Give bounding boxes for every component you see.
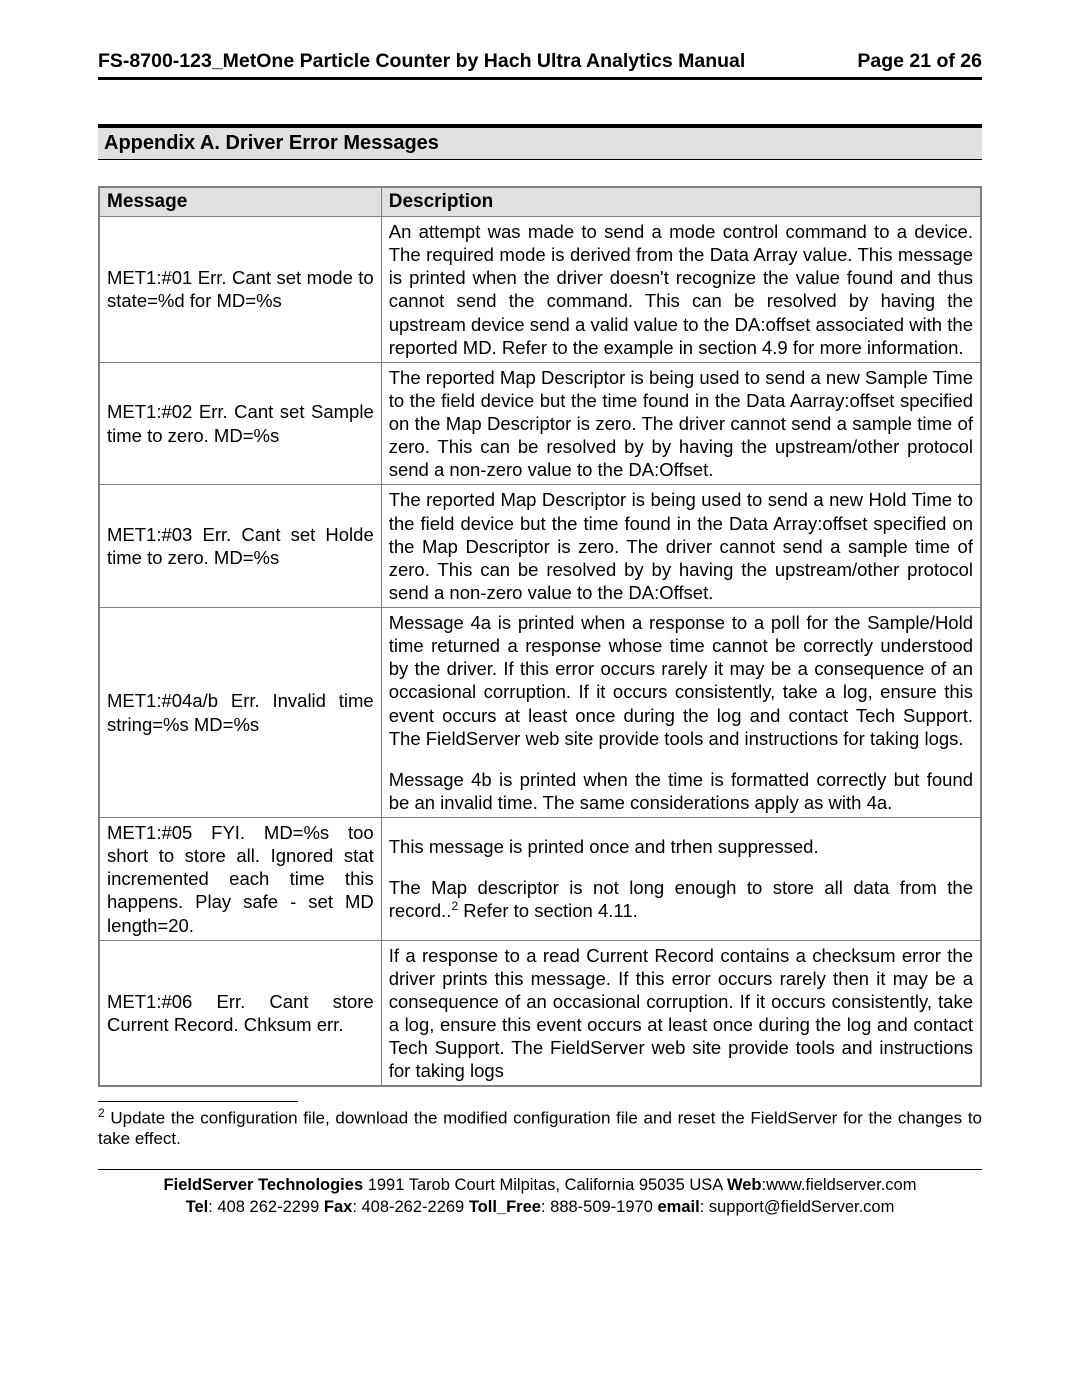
footer-web-value: :www.fieldserver.com [761,1176,916,1194]
paragraph-gap [389,858,973,876]
table-row: MET1:#06 Err. Cant store Current Record.… [99,940,981,1086]
footnote-separator [98,1101,298,1102]
page-footer: FieldServer Technologies 1991 Tarob Cour… [98,1174,982,1219]
page-header: FS-8700-123_MetOne Particle Counter by H… [98,50,982,80]
footer-email-label: email [657,1198,699,1216]
col-header-message: Message [99,187,381,217]
footer-tel-label: Tel [186,1198,209,1216]
table-row: MET1:#05 FYI. MD=%s too short to store a… [99,818,981,941]
cell-description: The reported Map Descriptor is being use… [381,362,981,485]
desc-paragraph: This message is printed once and trhen s… [389,836,819,857]
footer-tel-value: : 408 262-2299 [208,1198,324,1216]
footnote-marker: 2 [98,1106,105,1120]
cell-description: Message 4a is printed when a response to… [381,608,981,818]
footer-fax-value: : 408-262-2269 [352,1198,469,1216]
footer-toll-value: : 888-509-1970 [541,1198,658,1216]
footnote-text: 2 Update the configuration file, downloa… [98,1106,982,1149]
table-row: MET1:#04a/b Err. Invalid time string=%s … [99,608,981,818]
cell-message: MET1:#03 Err. Cant set Holde time to zer… [99,485,381,608]
footer-fax-label: Fax [324,1198,352,1216]
header-title: FS-8700-123_MetOne Particle Counter by H… [98,50,745,73]
footer-line-1: FieldServer Technologies 1991 Tarob Cour… [98,1174,982,1196]
cell-description: The reported Map Descriptor is being use… [381,485,981,608]
desc-paragraph: Message 4b is printed when the time is f… [389,769,973,813]
footer-company: FieldServer Technologies [164,1176,364,1194]
desc-paragraph: Message 4a is printed when a response to… [389,612,973,749]
cell-message: MET1:#05 FYI. MD=%s too short to store a… [99,818,381,941]
cell-message: MET1:#01 Err. Cant set mode to state=%d … [99,217,381,363]
section-heading-bar: Appendix A. Driver Error Messages [98,124,982,160]
footer-toll-label: Toll_Free [469,1198,541,1216]
header-page-number: Page 21 of 26 [857,50,982,73]
cell-message: MET1:#02 Err. Cant set Sample time to ze… [99,362,381,485]
cell-description: If a response to a read Current Record c… [381,940,981,1086]
cell-message: MET1:#06 Err. Cant store Current Record.… [99,940,381,1086]
footer-separator [98,1169,982,1170]
cell-description: An attempt was made to send a mode contr… [381,217,981,363]
table-header-row: Message Description [99,187,981,217]
footer-email-value: : support@fieldServer.com [700,1198,895,1216]
table-row: MET1:#03 Err. Cant set Holde time to zer… [99,485,981,608]
desc-paragraph-tail: Refer to section 4.11. [458,900,638,921]
table-row: MET1:#01 Err. Cant set mode to state=%d … [99,217,981,363]
error-messages-table: Message Description MET1:#01 Err. Cant s… [98,186,982,1087]
cell-description: This message is printed once and trhen s… [381,818,981,941]
footnote-body: Update the configuration file, download … [98,1109,982,1148]
footer-line-2: Tel: 408 262-2299 Fax: 408-262-2269 Toll… [98,1196,982,1218]
footer-address: 1991 Tarob Court Milpitas, California 95… [363,1176,727,1194]
page-container: FS-8700-123_MetOne Particle Counter by H… [0,0,1080,1249]
cell-message: MET1:#04a/b Err. Invalid time string=%s … [99,608,381,818]
col-header-description: Description [381,187,981,217]
section-title: Appendix A. Driver Error Messages [104,132,439,154]
table-row: MET1:#02 Err. Cant set Sample time to ze… [99,362,981,485]
footer-web-label: Web [727,1176,762,1194]
paragraph-gap [389,750,973,768]
